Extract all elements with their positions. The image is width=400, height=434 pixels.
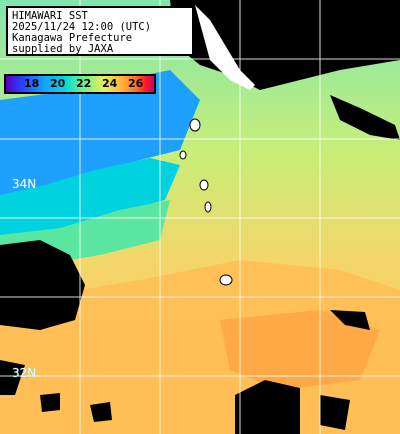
- land-small-islet-1: [40, 393, 60, 412]
- region-name: Kanagawa Prefecture: [12, 32, 133, 44]
- legend-tick-22: 22: [76, 77, 92, 90]
- legend-tick-20: 20: [50, 77, 66, 90]
- data-source: supplied by JAXA: [12, 43, 114, 55]
- cold-water-region: [0, 70, 200, 200]
- island-4: [204, 201, 212, 213]
- latitude-label-32n: 32N: [12, 366, 37, 380]
- product-name: HIMAWARI SST: [12, 10, 88, 22]
- land-west-island: [0, 240, 85, 330]
- land-south-island: [235, 380, 300, 434]
- land-peninsula-highlight: [195, 5, 255, 90]
- info-box: HIMAWARI SST 2025/11/24 12:00 (UTC) Kana…: [6, 6, 194, 56]
- cool-water-region: [0, 158, 180, 240]
- island-1: [189, 118, 201, 132]
- temperature-legend: 18 20 22 24 26: [4, 74, 156, 94]
- island-2: [179, 150, 187, 160]
- island-3: [199, 179, 209, 191]
- land-small-islet-2: [90, 402, 112, 422]
- latitude-label-34n: 34N: [12, 177, 37, 191]
- land-east-islet: [330, 310, 370, 330]
- legend-tick-24: 24: [102, 77, 118, 90]
- legend-tick-26: 26: [128, 77, 144, 90]
- land-south-islet: [320, 395, 350, 430]
- legend-tick-18: 18: [24, 77, 40, 90]
- land-southwest-islet: [0, 360, 25, 395]
- warmest-water-region: [220, 310, 380, 390]
- island-5: [219, 274, 233, 286]
- land-reef-1: [330, 95, 400, 140]
- observation-time: 2025/11/24 12:00 (UTC): [12, 21, 152, 33]
